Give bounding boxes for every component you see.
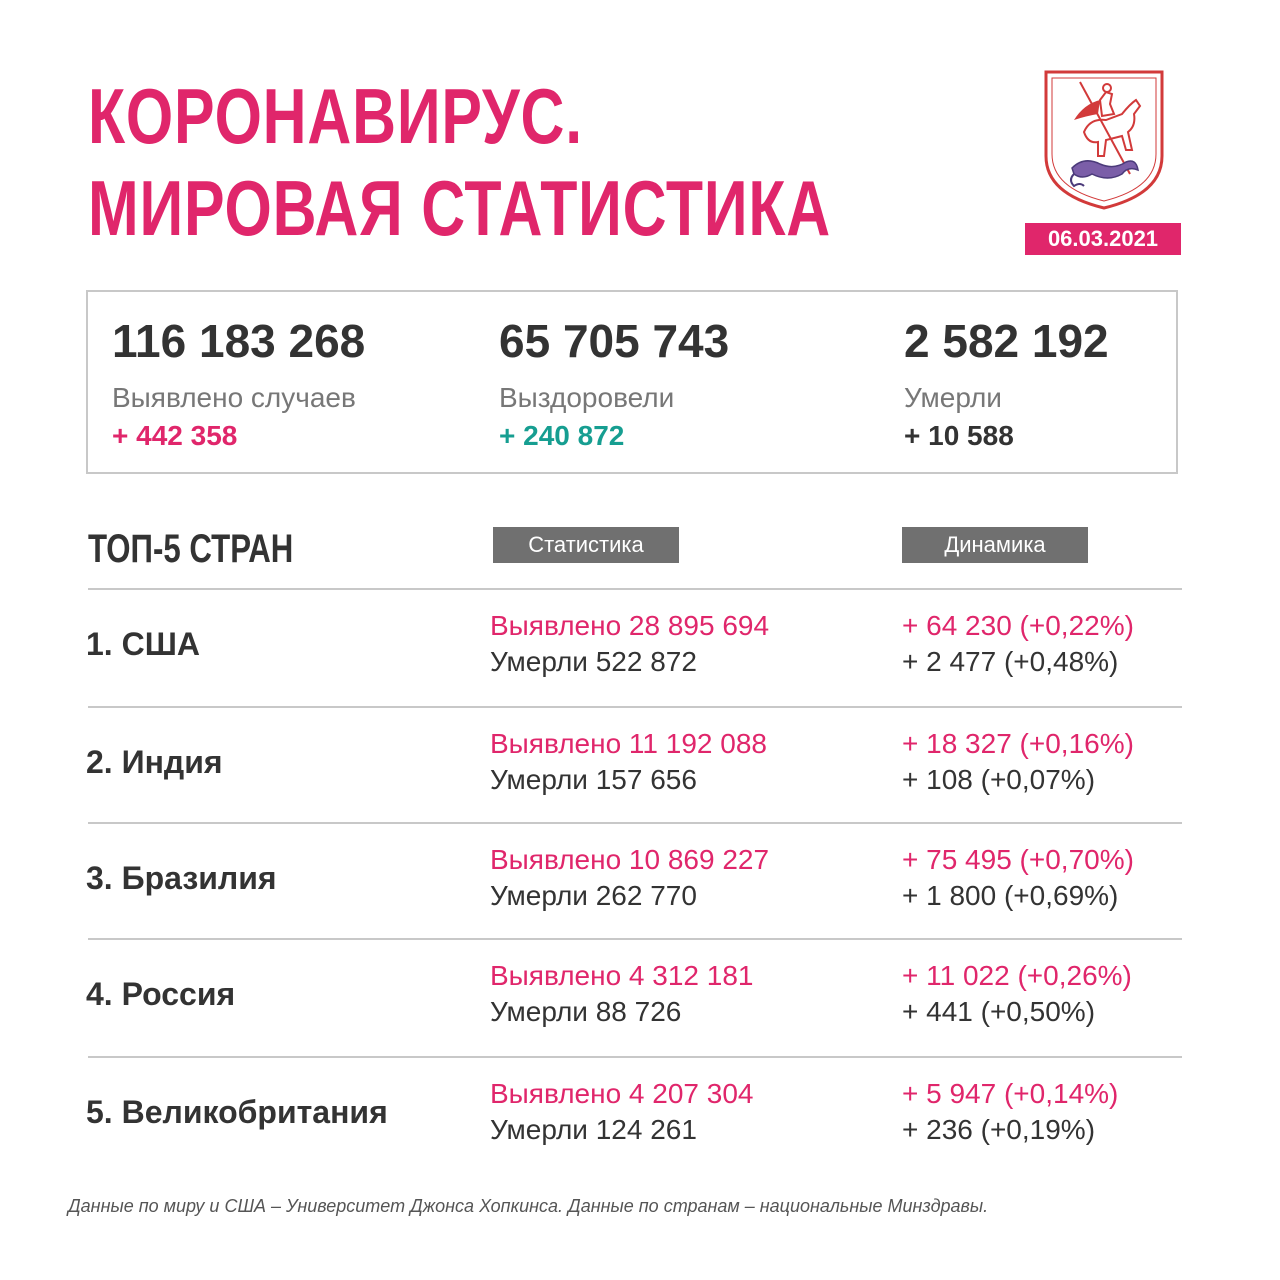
cases-dynamics: + 5 947 (+0,14%): [902, 1078, 1119, 1109]
country-dynamics: + 75 495 (+0,70%) + 1 800 (+0,69%): [902, 842, 1134, 914]
country-cases: Выявлено 11 192 088: [490, 728, 767, 759]
deaths-dynamics: + 1 800 (+0,69%): [902, 880, 1119, 911]
cases-dynamics: + 18 327 (+0,16%): [902, 728, 1134, 759]
recovered-stat: 65 705 743 Выздоровели + 240 872: [499, 312, 729, 454]
deaths-value: 2 582 192: [904, 315, 1109, 367]
country-stats: Выявлено 11 192 088 Умерли 157 656: [490, 726, 767, 798]
recovered-delta: + 240 872: [499, 420, 625, 451]
cases-delta: + 442 358: [112, 420, 238, 451]
country-dynamics: + 5 947 (+0,14%) + 236 (+0,19%): [902, 1076, 1118, 1148]
country-deaths: Умерли 157 656: [490, 764, 697, 795]
cases-label: Выявлено случаев: [112, 382, 356, 413]
table-row: 2. Индия Выявлено 11 192 088 Умерли 157 …: [0, 706, 1280, 824]
table-row: 5. Великобритания Выявлено 4 207 304 Уме…: [0, 1056, 1280, 1174]
country-dynamics: + 64 230 (+0,22%) + 2 477 (+0,48%): [902, 608, 1134, 680]
country-cases: Выявлено 4 312 181: [490, 960, 754, 991]
title-line-2: МИРОВАЯ СТАТИСТИКА: [88, 164, 831, 252]
moscow-coat-of-arms-icon: [1044, 70, 1164, 210]
country-name: 2. Индия: [86, 744, 223, 780]
cases-dynamics: + 11 022 (+0,26%): [902, 960, 1132, 991]
page-title: КОРОНАВИРУС. МИРОВАЯ СТАТИСТИКА: [88, 70, 831, 254]
country-deaths: Умерли 88 726: [490, 996, 682, 1027]
country-deaths: Умерли 124 261: [490, 1114, 697, 1145]
country-name: 5. Великобритания: [86, 1094, 388, 1130]
country-name: 4. Россия: [86, 976, 236, 1012]
top-countries-heading: ТОП-5 СТРАН: [88, 527, 294, 571]
row-divider: [88, 938, 1182, 940]
country-cases: Выявлено 10 869 227: [490, 844, 770, 875]
country-cases: Выявлено 4 207 304: [490, 1078, 754, 1109]
deaths-stat: 2 582 192 Умерли + 10 588: [904, 312, 1109, 454]
deaths-dynamics: + 2 477 (+0,48%): [902, 646, 1119, 677]
row-divider: [88, 706, 1182, 708]
deaths-label: Умерли: [904, 382, 1002, 413]
country-cases: Выявлено 28 895 694: [490, 610, 770, 641]
recovered-label: Выздоровели: [499, 382, 675, 413]
country-stats: Выявлено 4 207 304 Умерли 124 261: [490, 1076, 753, 1148]
country-stats: Выявлено 10 869 227 Умерли 262 770: [490, 842, 769, 914]
deaths-dynamics: + 108 (+0,07%): [902, 764, 1096, 795]
world-summary: 116 183 268 Выявлено случаев + 442 358 6…: [86, 290, 1178, 474]
title-line-1: КОРОНАВИРУС.: [88, 72, 583, 160]
cases-stat: 116 183 268 Выявлено случаев + 442 358: [112, 312, 365, 454]
statistics-column-tag: Статистика: [493, 527, 679, 563]
cases-dynamics: + 64 230 (+0,22%): [902, 610, 1134, 641]
row-divider: [88, 588, 1182, 590]
dynamics-column-tag: Динамика: [902, 527, 1088, 563]
country-deaths: Умерли 522 872: [490, 646, 697, 677]
cases-value: 116 183 268: [112, 315, 366, 367]
deaths-dynamics: + 441 (+0,50%): [902, 996, 1096, 1027]
row-divider: [88, 822, 1182, 824]
deaths-delta: + 10 588: [904, 420, 1014, 451]
country-dynamics: + 18 327 (+0,16%) + 108 (+0,07%): [902, 726, 1134, 798]
country-name: 1. США: [86, 626, 200, 662]
table-row: 3. Бразилия Выявлено 10 869 227 Умерли 2…: [0, 822, 1280, 940]
source-footnote: Данные по миру и США – Университет Джонс…: [68, 1196, 989, 1216]
date-badge: 06.03.2021: [1025, 223, 1181, 255]
country-deaths: Умерли 262 770: [490, 880, 697, 911]
country-stats: Выявлено 28 895 694 Умерли 522 872: [490, 608, 769, 680]
table-row: 4. Россия Выявлено 4 312 181 Умерли 88 7…: [0, 938, 1280, 1056]
country-name: 3. Бразилия: [86, 860, 277, 896]
cases-dynamics: + 75 495 (+0,70%): [902, 844, 1134, 875]
country-stats: Выявлено 4 312 181 Умерли 88 726: [490, 958, 753, 1030]
recovered-value: 65 705 743: [499, 315, 730, 367]
row-divider: [88, 1056, 1182, 1058]
deaths-dynamics: + 236 (+0,19%): [902, 1114, 1096, 1145]
table-row: 1. США Выявлено 28 895 694 Умерли 522 87…: [0, 588, 1280, 706]
country-dynamics: + 11 022 (+0,26%) + 441 (+0,50%): [902, 958, 1132, 1030]
